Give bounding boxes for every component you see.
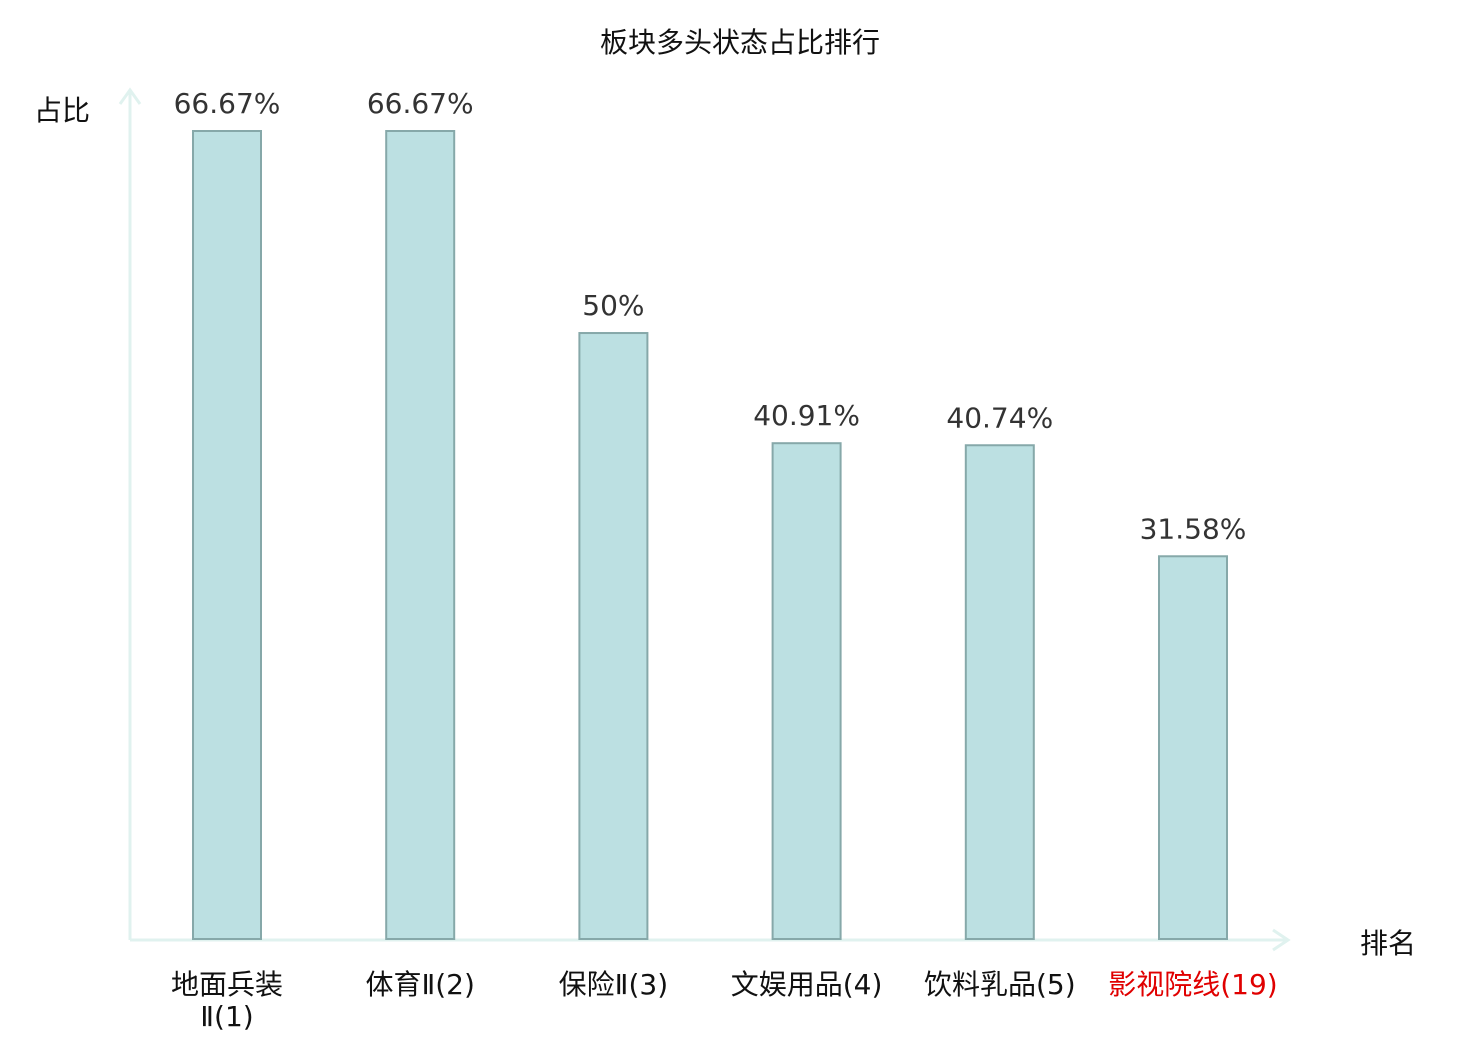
category-tick-label: 影视院线(19): [1108, 968, 1277, 1001]
chart-title: 板块多头状态占比排行: [600, 26, 880, 59]
bar: [385, 130, 456, 940]
category-tick-label: 饮料乳品(5): [924, 968, 1076, 1001]
category-tick-label: 保险Ⅱ(3): [559, 968, 668, 1001]
axes: [118, 87, 1291, 952]
y-axis-arrow: [118, 87, 142, 105]
bar: [771, 442, 842, 940]
category-tick-label: 地面兵装: [171, 968, 283, 1001]
y-axis-label: 占比: [34, 94, 90, 127]
x-axis-arrow: [1272, 928, 1291, 952]
bar: [578, 332, 649, 941]
value-labels-group: 66.67% 66.67% 50% 40.91% 40.74% 31.58%: [174, 87, 1247, 545]
bar-value-label: 40.74%: [946, 401, 1053, 434]
category-tick-label: 体育Ⅱ(2): [365, 968, 474, 1001]
bar-value-label: 66.67%: [367, 87, 474, 120]
bar-value-label: 50%: [582, 289, 644, 322]
bar-value-label: 66.67%: [174, 87, 281, 120]
bar-value-label: 40.91%: [753, 399, 860, 432]
category-tick-label: 文娱用品(4): [731, 968, 883, 1001]
bars-group: [192, 130, 1228, 941]
bar: [1158, 555, 1228, 940]
category-tick-label: Ⅱ(1): [200, 1000, 253, 1033]
x-axis-label: 排名: [1360, 927, 1416, 960]
bar: [192, 130, 262, 940]
bar-value-label: 31.58%: [1140, 512, 1247, 545]
bar: [964, 444, 1035, 940]
